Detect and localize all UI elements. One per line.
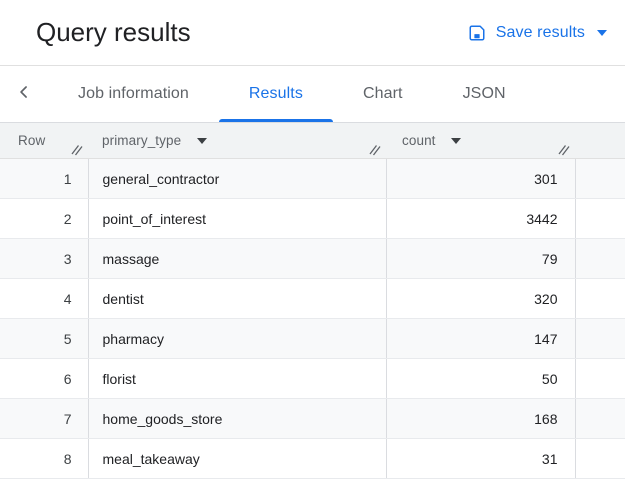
caret-down-icon xyxy=(597,29,607,36)
primary-type-cell: point_of_interest xyxy=(88,198,387,239)
table-row: 8 meal_takeaway 31 xyxy=(0,438,625,479)
filler-cell xyxy=(575,158,625,199)
filler-cell xyxy=(575,358,625,399)
filler-cell xyxy=(575,278,625,319)
tab-results[interactable]: Results xyxy=(218,66,334,122)
table-row: 3 massage 79 xyxy=(0,238,625,279)
tab-list: Job information Results Chart JSON xyxy=(48,66,536,122)
count-cell: 31 xyxy=(386,438,576,479)
column-menu-caret-icon[interactable] xyxy=(451,138,462,145)
count-cell: 320 xyxy=(386,278,576,319)
filler-cell xyxy=(575,318,625,359)
count-cell: 50 xyxy=(386,358,576,399)
table-header: Row primary_type xyxy=(0,122,625,159)
scroll-tabs-left-button[interactable] xyxy=(0,66,48,122)
results-tab-bar: Job information Results Chart JSON xyxy=(0,66,625,122)
column-resize-handle-icon[interactable] xyxy=(558,144,570,156)
column-header-count[interactable]: count xyxy=(386,122,575,159)
table-row: 4 dentist 320 xyxy=(0,278,625,319)
filler-cell xyxy=(575,198,625,239)
column-header-primary-type[interactable]: primary_type xyxy=(88,122,386,159)
primary-type-cell: pharmacy xyxy=(88,318,387,359)
page-title: Query results xyxy=(36,17,191,47)
table-row: 5 pharmacy 147 xyxy=(0,318,625,359)
count-cell: 301 xyxy=(386,158,576,199)
row-number-cell: 4 xyxy=(0,278,89,319)
tab-label: JSON xyxy=(462,85,506,102)
column-resize-handle-icon[interactable] xyxy=(369,144,381,156)
primary-type-cell: florist xyxy=(88,358,387,399)
tab-label: Results xyxy=(248,85,303,102)
primary-type-cell: dentist xyxy=(88,278,387,319)
column-header-filler xyxy=(575,122,625,159)
save-results-label: Save results xyxy=(495,23,585,41)
primary-type-cell: meal_takeaway xyxy=(88,438,387,479)
table-row: 1 general_contractor 301 xyxy=(0,158,625,199)
primary-type-cell: massage xyxy=(88,238,387,279)
filler-cell xyxy=(575,238,625,279)
row-number-cell: 8 xyxy=(0,438,89,479)
count-cell: 3442 xyxy=(386,198,576,239)
tab-json[interactable]: JSON xyxy=(433,66,536,122)
save-icon xyxy=(468,24,486,42)
column-header-row: Row xyxy=(0,122,88,159)
primary-type-cell: general_contractor xyxy=(88,158,387,199)
column-label: count xyxy=(402,133,436,148)
table-body: 1 general_contractor 301 2 point_of_inte… xyxy=(0,158,625,479)
tab-job-information[interactable]: Job information xyxy=(48,66,219,122)
tab-chart[interactable]: Chart xyxy=(333,66,433,122)
results-header-bar: Query results Save results xyxy=(0,0,625,66)
results-table: Row primary_type xyxy=(0,122,625,479)
row-number-cell: 6 xyxy=(0,358,89,399)
column-label: primary_type xyxy=(102,133,182,148)
tab-label: Job information xyxy=(78,85,189,102)
table-row: 2 point_of_interest 3442 xyxy=(0,198,625,239)
count-cell: 147 xyxy=(386,318,576,359)
filler-cell xyxy=(575,438,625,479)
tab-label: Chart xyxy=(362,85,403,102)
row-number-cell: 1 xyxy=(0,158,89,199)
table-row: 7 home_goods_store 168 xyxy=(0,398,625,439)
count-cell: 168 xyxy=(386,398,576,439)
primary-type-cell: home_goods_store xyxy=(88,398,387,439)
filler-cell xyxy=(575,398,625,439)
save-results-button[interactable]: Save results xyxy=(468,24,607,42)
row-number-cell: 5 xyxy=(0,318,89,359)
table-row: 6 florist 50 xyxy=(0,358,625,399)
row-number-cell: 7 xyxy=(0,398,89,439)
column-menu-caret-icon[interactable] xyxy=(197,138,208,145)
count-cell: 79 xyxy=(386,238,576,279)
row-number-cell: 2 xyxy=(0,198,89,239)
chevron-left-icon xyxy=(14,82,34,107)
row-number-cell: 3 xyxy=(0,238,89,279)
column-resize-handle-icon[interactable] xyxy=(71,144,83,156)
column-label: Row xyxy=(18,133,46,148)
